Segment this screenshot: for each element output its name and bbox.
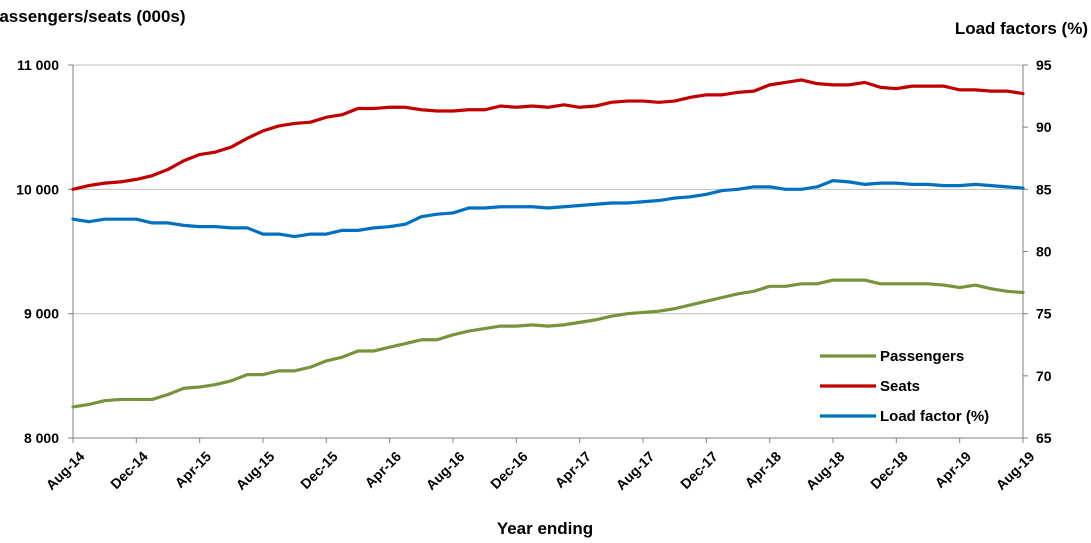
- left-y-tick-labels: 8 000 9 000 10 000 11 000: [16, 57, 59, 446]
- right-y-tick-labels: 65 70 75 80 85 90 95: [1036, 57, 1052, 446]
- right-y-tick-label: 95: [1036, 57, 1052, 73]
- right-y-tick-label: 90: [1036, 119, 1052, 135]
- axes: [68, 64, 1028, 443]
- series-line-load-factor: [71, 179, 1025, 239]
- legend-label: Seats: [880, 378, 920, 395]
- right-y-tick-label: 70: [1036, 368, 1052, 384]
- legend: Passengers Seats Load factor (%): [820, 348, 989, 425]
- x-tick-label: Dec-16: [487, 448, 531, 492]
- legend-label: Passengers: [880, 348, 964, 365]
- right-y-tick-label: 75: [1036, 306, 1052, 322]
- y-tick-label: 9 000: [24, 306, 59, 322]
- x-tick-label: Apr-17: [551, 448, 594, 491]
- x-axis-title: Year ending: [497, 519, 593, 538]
- x-tick-label: Aug-16: [423, 448, 468, 493]
- x-tick-label: Dec-17: [677, 448, 721, 492]
- series-line-passengers: [71, 278, 1025, 409]
- series-line-seats: [71, 78, 1025, 191]
- x-tick-label: Aug-15: [233, 448, 278, 493]
- x-tick-label: Aug-17: [613, 448, 658, 493]
- x-tick-label: Aug-14: [43, 448, 88, 493]
- series-lines: [71, 78, 1025, 409]
- legend-label: Load factor (%): [880, 408, 989, 425]
- x-tick-label: Aug-18: [803, 448, 848, 493]
- x-tick-label: Apr-15: [171, 448, 214, 491]
- right-y-tick-label: 80: [1036, 244, 1052, 260]
- x-tick-label: Apr-18: [741, 448, 784, 491]
- x-tick-label: Apr-16: [361, 448, 404, 491]
- y-tick-label: 11 000: [17, 57, 59, 73]
- right-y-tick-label: 85: [1036, 181, 1052, 197]
- x-tick-label: Aug-19: [993, 448, 1038, 493]
- y-tick-label: 10 000: [16, 181, 59, 197]
- x-tick-label: Dec-18: [867, 448, 911, 492]
- gridlines: [73, 64, 1023, 315]
- x-tick-labels: Aug-14 Dec-14 Apr-15 Aug-15 Dec-15 Apr-16 Aug-…: [43, 448, 1038, 493]
- x-tick-label: Dec-15: [297, 448, 341, 492]
- x-tick-label: Dec-14: [107, 448, 151, 492]
- left-y-axis-title: Passengers/seats (000s): [0, 7, 186, 26]
- right-y-tick-label: 65: [1036, 430, 1052, 446]
- x-tick-label: Apr-19: [931, 448, 974, 491]
- y-tick-label: 8 000: [24, 430, 59, 446]
- right-y-axis-title: Load factors (%): [955, 19, 1088, 38]
